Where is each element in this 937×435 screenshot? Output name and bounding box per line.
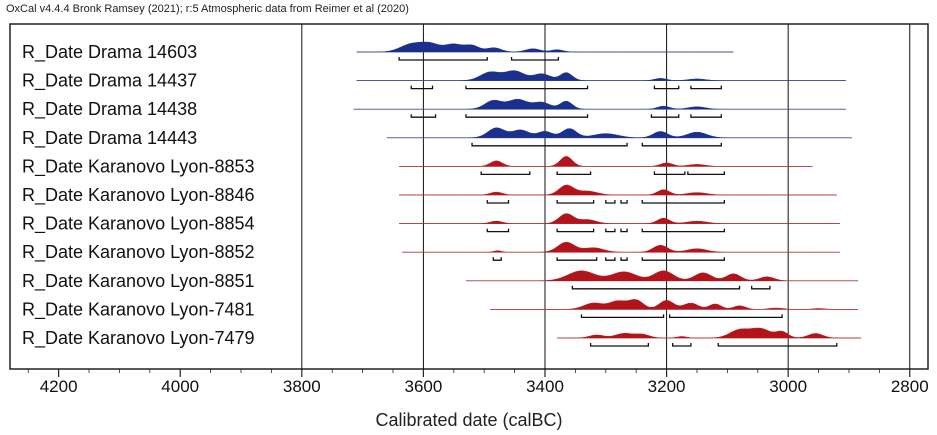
row-10: R_Date Karanovo Lyon-7481	[22, 299, 859, 320]
hpd-bracket-2	[556, 171, 592, 176]
hpd-bracket-1	[589, 343, 649, 347]
row-9: R_Date Karanovo Lyon-8851	[22, 270, 859, 292]
x-tick-label: 4200	[40, 377, 78, 396]
row-8: R_Date Karanovo Lyon-8852	[22, 241, 840, 263]
hpd-bracket-1	[410, 114, 437, 118]
hpd-bracket-5	[641, 257, 725, 261]
x-tick-label: 3400	[526, 377, 564, 396]
row-label: R_Date Drama 14437	[22, 71, 197, 92]
density-curve	[490, 299, 859, 310]
row-3: R_Date Drama 14438	[22, 98, 846, 120]
row-label: R_Date Karanovo Lyon-8852	[22, 242, 255, 263]
hpd-bracket-2	[556, 228, 595, 233]
hpd-bracket-2	[556, 200, 595, 204]
density-curve	[353, 98, 846, 110]
hpd-bracket-4	[690, 114, 722, 118]
grid-layer	[301, 24, 911, 369]
row-label: R_Date Karanovo Lyon-8851	[22, 271, 255, 292]
hpd-bracket-2	[510, 57, 560, 61]
hpd-bracket-3	[605, 200, 616, 204]
x-tick-label: 3000	[769, 377, 807, 396]
density-curve	[399, 184, 837, 196]
density-curve	[356, 70, 846, 81]
density-curve	[557, 327, 862, 339]
row-label: R_Date Karanovo Lyon-7481	[22, 299, 255, 320]
hpd-bracket-5	[641, 200, 725, 204]
hpd-bracket-4	[690, 85, 722, 90]
hpd-bracket-3	[653, 85, 680, 90]
hpd-bracket-3	[653, 171, 686, 176]
hpd-bracket-3	[605, 257, 616, 261]
x-axis-title: Calibrated date (calBC)	[375, 410, 562, 430]
hpd-bracket-1	[580, 314, 665, 319]
hpd-bracket-2	[672, 343, 692, 347]
row-6: R_Date Karanovo Lyon-8846	[22, 184, 837, 206]
x-tick-label: 2800	[891, 377, 929, 396]
hpd-bracket-1	[471, 142, 628, 147]
x-tick-label: 3200	[648, 377, 686, 396]
x-tick-label: 3800	[283, 377, 321, 396]
hpd-bracket-2	[641, 142, 722, 147]
hpd-bracket-1	[571, 285, 741, 290]
row-label: R_Date Karanovo Lyon-8853	[22, 156, 255, 177]
hpd-bracket-1	[410, 85, 434, 90]
hpd-bracket-4	[687, 171, 725, 176]
chart-header: OxCal v4.4.4 Bronk Ramsey (2021); r:5 At…	[6, 3, 409, 15]
hpd-bracket-3	[605, 228, 616, 233]
density-curve	[386, 127, 852, 139]
density-curve	[402, 241, 840, 253]
row-label: R_Date Karanovo Lyon-8854	[22, 214, 255, 235]
row-label: R_Date Karanovo Lyon-8846	[22, 185, 255, 206]
rows-layer: R_Date Drama 14603 R_Date Drama 14437 R_Da…	[22, 41, 862, 349]
hpd-bracket-2	[751, 285, 771, 290]
hpd-bracket-1	[492, 257, 502, 261]
hpd-bracket-4	[620, 228, 628, 233]
hpd-bracket-1	[486, 200, 510, 204]
hpd-bracket-3	[650, 114, 680, 118]
x-tick-label: 4000	[161, 377, 199, 396]
hpd-bracket-1	[480, 171, 531, 176]
hpd-bracket-4	[620, 257, 628, 261]
hpd-bracket-1	[486, 228, 510, 233]
density-curve	[399, 213, 840, 224]
hpd-bracket-3	[717, 343, 838, 347]
row-11: R_Date Karanovo Lyon-7479	[22, 327, 862, 349]
x-axis: 4200 4000 3800 3600 3400 3200 3000 2800	[27, 369, 929, 396]
x-tick-label: 3600	[404, 377, 442, 396]
row-label: R_Date Drama 14438	[22, 99, 197, 120]
hpd-bracket-4	[620, 200, 628, 204]
row-7: R_Date Karanovo Lyon-8854	[22, 213, 840, 235]
density-curve	[356, 41, 734, 53]
density-curve	[399, 156, 813, 167]
hpd-bracket-2	[668, 314, 783, 319]
plot-frame	[9, 23, 929, 370]
density-curve	[466, 270, 859, 282]
hpd-bracket-2	[465, 114, 589, 118]
hpd-bracket-5	[641, 228, 725, 233]
row-4: R_Date Drama 14443	[22, 127, 853, 149]
row-5: R_Date Karanovo Lyon-8853	[22, 156, 813, 177]
row-label: R_Date Karanovo Lyon-7479	[22, 328, 255, 349]
row-1: R_Date Drama 14603	[22, 41, 734, 63]
hpd-bracket-2	[465, 85, 589, 90]
row-label: R_Date Drama 14603	[22, 42, 197, 63]
hpd-bracket-1	[398, 57, 488, 61]
hpd-bracket-2	[556, 257, 598, 261]
row-2: R_Date Drama 14437	[22, 70, 846, 92]
row-label: R_Date Drama 14443	[22, 128, 197, 149]
